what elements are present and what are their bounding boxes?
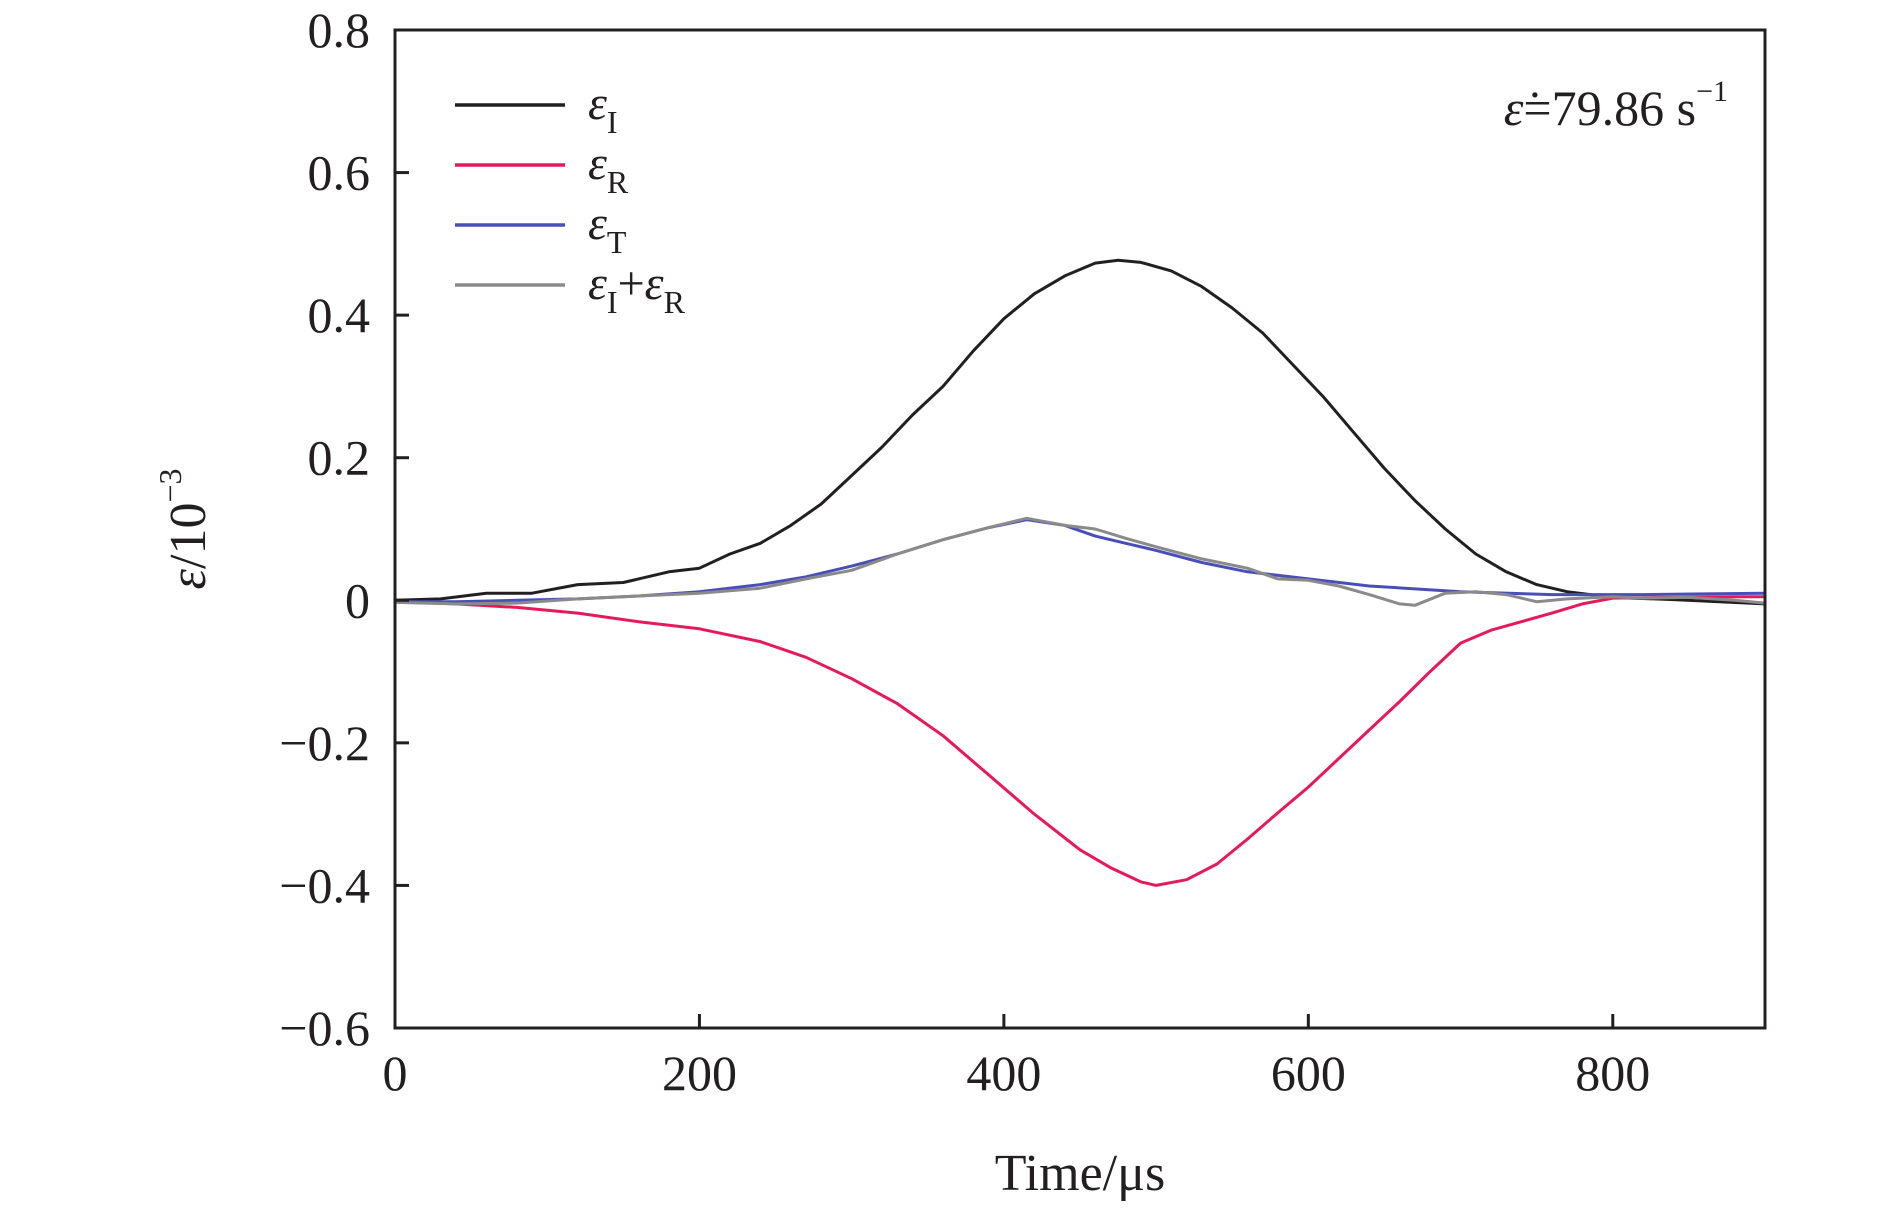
- ticks-layer: 0 200 400 600 800 −0.6 −0.4 −0.2 0 0.2 0.4 0.6 0.8: [279, 2, 1650, 1101]
- y-tick-label: 0.4: [308, 287, 371, 343]
- x-tick-label: 800: [1575, 1045, 1650, 1101]
- strain-rate-annotation: ε̇=79.86 s−1: [1504, 75, 1728, 136]
- y-axis-title: ε/10−3: [152, 469, 217, 590]
- y-tick-label: −0.2: [279, 715, 370, 771]
- series-layer: [394, 258, 1766, 887]
- series-line: [394, 258, 1766, 606]
- plot-frame: [393, 28, 1767, 1030]
- x-tick-label: 400: [966, 1045, 1041, 1101]
- legend-label: εR: [588, 137, 629, 200]
- x-tick-label: 0: [383, 1045, 408, 1101]
- y-tick-label: −0.6: [279, 1000, 370, 1056]
- x-tick-label: 600: [1271, 1045, 1346, 1101]
- y-tick-label: −0.4: [279, 857, 370, 913]
- y-tick-label: 0.2: [308, 430, 371, 486]
- y-tick-label: 0.8: [308, 2, 371, 58]
- x-axis-title: Time/μs: [995, 1145, 1165, 1202]
- legend-label: εI+εR: [588, 257, 686, 320]
- legend-label: εI: [588, 77, 618, 140]
- legend-label: εT: [588, 197, 627, 260]
- y-tick-label: 0: [345, 572, 370, 628]
- y-tick-label: 0.6: [308, 145, 371, 201]
- series-line: [394, 595, 1765, 887]
- series-line: [394, 516, 1766, 607]
- x-tick-label: 200: [662, 1045, 737, 1101]
